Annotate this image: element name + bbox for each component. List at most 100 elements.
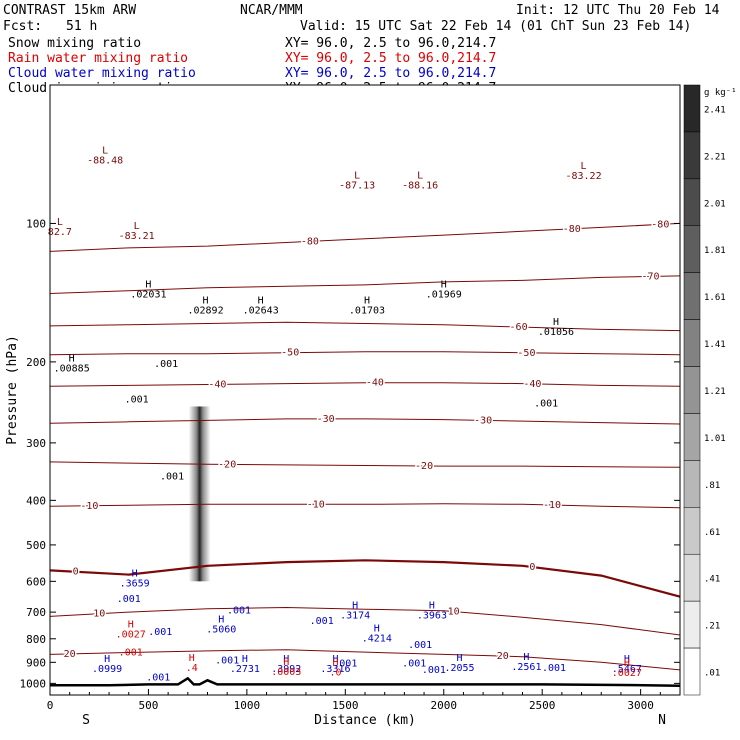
rain-maximum-value: .0027 bbox=[116, 630, 146, 641]
isotherm-20 bbox=[50, 649, 680, 671]
cloud-ice-maximum-value: .00885 bbox=[54, 364, 90, 375]
isotherm-label: -50 bbox=[281, 348, 299, 359]
colorbar-swatch bbox=[683, 178, 701, 227]
isotherm-10 bbox=[50, 606, 680, 636]
colorbar-label: 1.21 bbox=[704, 387, 726, 397]
rain-maximum-high-mark: H bbox=[189, 653, 195, 664]
y-tick-label: 700 bbox=[26, 606, 46, 619]
cloud-ice-maximum-value: .01056 bbox=[538, 327, 574, 338]
legend-rain-label: Rain water mixing ratio bbox=[8, 51, 188, 66]
snow-plume bbox=[188, 406, 211, 582]
rain-maximum-high-mark: H bbox=[128, 620, 134, 631]
isotherm-label: -80 bbox=[563, 224, 581, 235]
cloud-water-contour-value: .001 bbox=[215, 655, 239, 666]
y-tick-label: 1000 bbox=[20, 677, 47, 690]
y-tick-label: 100 bbox=[26, 217, 46, 230]
cloud-water-maximum-value: .2731 bbox=[230, 664, 260, 675]
cloud-water-maximum-value: .5467 bbox=[612, 664, 642, 675]
cloud-water-maximum-high-mark: H bbox=[352, 600, 358, 611]
colorbar-label: .21 bbox=[704, 622, 720, 632]
isotherm-label: -30 bbox=[474, 415, 492, 426]
cloud-ice-maximum-value: .02643 bbox=[243, 306, 279, 317]
temperature-minimum-value: -83.22 bbox=[565, 171, 601, 182]
colorbar-label: .61 bbox=[704, 528, 720, 538]
temperature-low-mark: L bbox=[57, 217, 63, 228]
isotherm-label: -40 bbox=[523, 379, 541, 390]
isotherm-label: 10 bbox=[93, 609, 105, 620]
isotherm-minus20 bbox=[50, 461, 680, 468]
cloud-water-maximum-value: .3992 bbox=[271, 664, 301, 675]
rain-maximum-high-mark: H bbox=[332, 658, 338, 669]
cloud-ice-contour-value: .001 bbox=[125, 394, 149, 405]
colorbar-swatch bbox=[683, 131, 701, 180]
rain-maximum-value: .0003 bbox=[271, 667, 301, 678]
axis-layer: 0 500 1000 1500 2000 2500 30001002003004005006… bbox=[20, 217, 680, 712]
cloud-water-contour-value: .001 bbox=[422, 665, 446, 676]
y-tick-label: 200 bbox=[26, 356, 46, 369]
rain-contour-value: .001 bbox=[119, 648, 143, 659]
cloud-ice-maximum-value: .01703 bbox=[349, 306, 385, 317]
colorbar-label: 2.01 bbox=[704, 199, 726, 209]
colorbar-swatch bbox=[683, 460, 701, 508]
cloud-water-maximum-value: .3174 bbox=[340, 610, 370, 621]
isotherm-minus60 bbox=[50, 321, 680, 332]
x-tick-label: 2000 bbox=[431, 699, 458, 712]
x-tick-label: 1500 bbox=[332, 699, 359, 712]
cloud-ice-contour-value: .001 bbox=[534, 398, 558, 409]
y-tick-label: 900 bbox=[26, 656, 46, 669]
cloud-water-maximum-high-mark: H bbox=[523, 652, 529, 663]
cloud-water-maximum-high-mark: H bbox=[218, 614, 224, 625]
cloud-water-maximum-high-mark: H bbox=[429, 600, 435, 611]
cloud-water-maximum-high-mark: H bbox=[283, 654, 289, 665]
isotherm-minus70 bbox=[50, 275, 680, 294]
isotherm-minus10 bbox=[50, 503, 680, 509]
cloud-water-maximum-value: .5060 bbox=[206, 624, 236, 635]
terrain-line bbox=[50, 676, 680, 687]
x-tick-label: 2500 bbox=[529, 699, 556, 712]
legend-snow-label: Snow mixing ratio bbox=[8, 36, 141, 51]
colorbar-label: 1.01 bbox=[704, 434, 726, 444]
isotherm-label: -30 bbox=[317, 414, 335, 425]
temperature-low-mark: L bbox=[354, 171, 360, 182]
isotherm-label: -40 bbox=[208, 379, 226, 390]
rain-maximum-high-mark: H bbox=[624, 658, 630, 669]
cloud-water-maximum-value: .3963 bbox=[417, 610, 447, 621]
cloud-water-contour-value: .001 bbox=[542, 663, 566, 674]
snow-plume-layer bbox=[188, 406, 211, 582]
isotherm-0 bbox=[50, 559, 680, 598]
isotherm-label: 20 bbox=[64, 649, 76, 660]
temperature-minimum-value: -88.16 bbox=[402, 181, 438, 192]
temperature-low-mark: L bbox=[102, 145, 108, 156]
temperature-low-mark: L bbox=[581, 161, 587, 172]
legend-cloud-water-xy: XY= 96.0, 2.5 to 96.0,214.7 bbox=[285, 66, 496, 81]
cloud-ice-maximum-high-mark: H bbox=[69, 354, 75, 365]
cloud-water-maximum-value: .2561 bbox=[511, 662, 541, 673]
legend-cloud-water-label: Cloud water mixing ratio bbox=[8, 66, 196, 81]
isotherm-label: -50 bbox=[517, 348, 535, 359]
cloud-water-maximum-high-mark: H bbox=[456, 653, 462, 664]
isotherm-label: 10 bbox=[448, 607, 460, 618]
colorbar-label: .41 bbox=[704, 575, 720, 585]
colorbar-swatch bbox=[683, 366, 701, 414]
cloud-water-maximum-value: .2055 bbox=[444, 663, 474, 674]
isotherm-label: -80 bbox=[651, 219, 669, 230]
legend-snow-xy: XY= 96.0, 2.5 to 96.0,214.7 bbox=[285, 36, 496, 51]
cloud-water-contour-value: .001 bbox=[146, 672, 170, 683]
temperature-minimum-value: -87.13 bbox=[339, 181, 375, 192]
y-tick-label: 800 bbox=[26, 633, 46, 646]
cloud-ice-contour-value: .001 bbox=[154, 359, 178, 370]
cloud-water-maximum-high-mark: H bbox=[374, 623, 380, 634]
colorbar-unit: g kg⁻¹ bbox=[704, 88, 737, 98]
isotherm-minus30 bbox=[50, 418, 680, 425]
rain-maximum-value: .4 bbox=[186, 663, 198, 674]
y-axis-title: Pressure (hPa) bbox=[5, 335, 20, 445]
forecast-label: Fcst: bbox=[3, 19, 42, 34]
colorbar-label: 1.41 bbox=[704, 340, 726, 350]
x-tick-label: 500 bbox=[139, 699, 159, 712]
isotherm-label: -80 bbox=[301, 236, 319, 247]
y-tick-label: 600 bbox=[26, 575, 46, 588]
cloud-water-contour-value: .001 bbox=[117, 594, 141, 605]
colorbar-swatch bbox=[683, 225, 701, 273]
cloud-ice-maximum-high-mark: H bbox=[364, 296, 370, 307]
isotherm-label: 0 bbox=[529, 562, 535, 573]
